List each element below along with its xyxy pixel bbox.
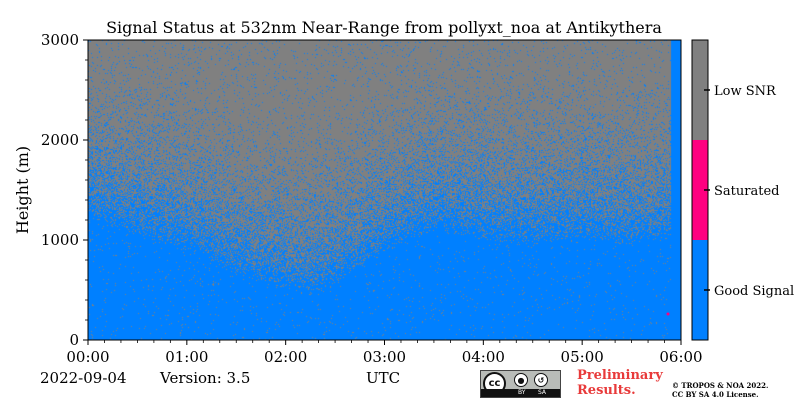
y-tick-label: 3000 <box>41 31 79 49</box>
colorbar-segment <box>692 40 708 140</box>
cc-sa-label: SA <box>538 389 547 396</box>
colorbar-frame <box>691 39 709 341</box>
x-tick-label: 06:00 <box>659 348 702 366</box>
copyright-notice: © TROPOS & NOA 2022. CC BY SA 4.0 Licens… <box>672 381 797 399</box>
colorbar: Good Signal Saturated Low SNR <box>691 39 794 341</box>
cc-license-badge: cc ● ↺ BY SA <box>480 370 561 398</box>
sa-share-icon: ↺ <box>534 373 548 387</box>
colorbar-label: Good Signal <box>714 284 794 299</box>
plot-area <box>87 39 682 341</box>
footer-date: 2022-09-04 <box>40 369 127 387</box>
colorbar-label: Low SNR <box>714 84 777 99</box>
x-tick-label: 02:00 <box>264 348 307 366</box>
y-axis: 0 1000 2000 3000 <box>41 31 88 349</box>
y-tick-label: 0 <box>69 331 79 349</box>
by-person-icon: ● <box>514 373 528 387</box>
preliminary-line1: Preliminary <box>577 368 663 383</box>
x-tick-label: 00:00 <box>66 348 109 366</box>
chart-title: Signal Status at 532nm Near-Range from p… <box>106 18 662 37</box>
signal-heatmap <box>88 40 681 340</box>
x-tick-label: 01:00 <box>165 348 208 366</box>
preliminary-notice: Preliminary Results. <box>577 368 672 398</box>
x-axis-label: UTC <box>366 369 401 387</box>
x-tick-label: 03:00 <box>363 348 406 366</box>
x-tick-label: 05:00 <box>561 348 604 366</box>
x-tick-label: 04:00 <box>462 348 505 366</box>
colorbar-segment <box>692 240 708 340</box>
colorbar-label: Saturated <box>714 184 779 199</box>
colorbar-segment <box>692 140 708 240</box>
x-axis: 00:00 01:00 02:00 03:00 04:00 05:00 06:00 <box>66 340 703 366</box>
copyright-line1: © TROPOS & NOA 2022. <box>672 381 769 390</box>
y-axis-label: Height (m) <box>13 146 32 234</box>
cc-by-label: BY <box>518 389 526 396</box>
y-tick-label: 1000 <box>41 231 79 249</box>
preliminary-line2: Results. <box>577 383 636 398</box>
saturated-point <box>666 312 670 316</box>
y-tick-label: 2000 <box>41 131 79 149</box>
copyright-line2: CC BY SA 4.0 License. <box>672 390 759 399</box>
footer-version: Version: 3.5 <box>160 369 251 387</box>
